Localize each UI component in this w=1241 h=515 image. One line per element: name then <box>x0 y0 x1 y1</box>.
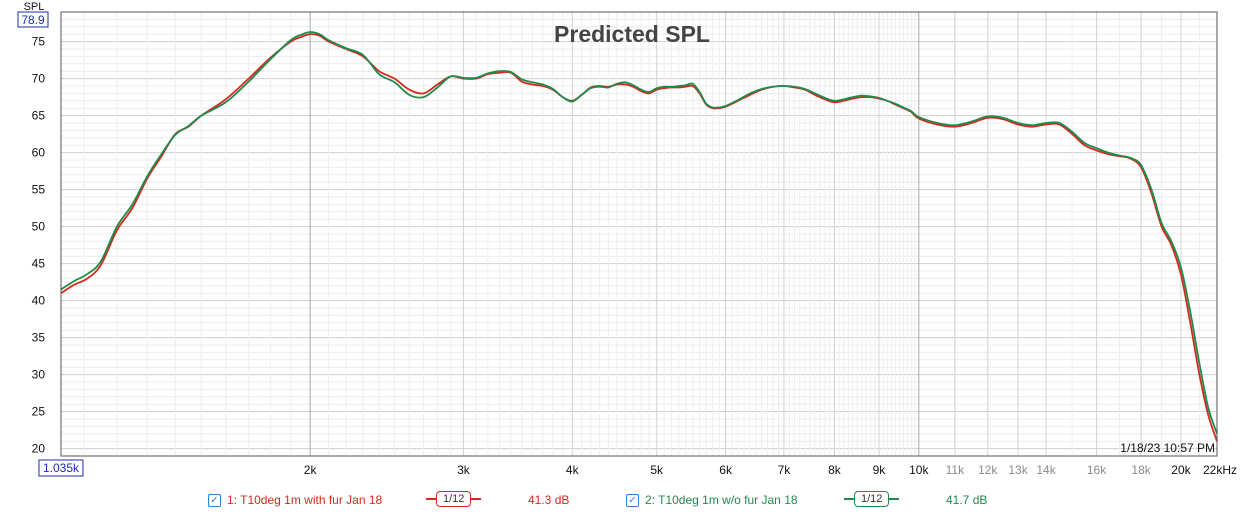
series-1-level: 41.3 dB <box>528 493 570 507</box>
x-tick-label: 22kHz <box>1203 463 1237 477</box>
timestamp: 1/18/23 10:57 PM <box>1120 441 1215 455</box>
y-top-marker-value: 78.9 <box>21 13 45 27</box>
x-tick-label: 12k <box>978 463 998 477</box>
y-tick-label: 75 <box>32 35 46 49</box>
y-tick-label: 45 <box>32 257 46 271</box>
x-tick-label: 5k <box>650 463 664 477</box>
x-left-marker[interactable]: 1.035k <box>38 459 84 477</box>
x-tick-label: 7k <box>778 463 792 477</box>
x-tick-label: 9k <box>873 463 887 477</box>
grid-layer <box>61 11 1218 457</box>
x-tick-label: 6k <box>719 463 733 477</box>
x-tick-label: 8k <box>828 463 842 477</box>
x-tick-label: 14k <box>1036 463 1056 477</box>
label-layer: 20 25 30 35 40 45 50 55 60 65 70 75 2k 3k 4k 5k 6k 7k 8k 9k… <box>32 35 1237 477</box>
series-line-2 <box>60 31 1218 435</box>
series-line-1 <box>60 33 1218 442</box>
series-2-name: 2: T10deg 1m w/o fur Jan 18 <box>645 493 798 507</box>
y-tick-label: 30 <box>32 368 46 382</box>
x-tick-label: 20k <box>1171 463 1191 477</box>
series-1-name: 1: T10deg 1m with fur Jan 18 <box>227 493 383 507</box>
y-tick-label: 35 <box>32 331 46 345</box>
x-tick-label: 3k <box>457 463 471 477</box>
y-top-marker[interactable]: 78.9 <box>17 11 49 28</box>
x-tick-label: 10k <box>909 463 929 477</box>
series-1-checkbox[interactable]: ✓ <box>208 493 221 507</box>
plot-frame <box>60 11 1218 457</box>
chart-title: Predicted SPL <box>554 21 710 47</box>
legend-item-series-1: ✓ 1: T10deg 1m with fur Jan 18 <box>208 489 382 511</box>
y-tick-label: 60 <box>32 146 46 160</box>
series-layer <box>60 31 1218 442</box>
y-axis-label: SPL <box>24 1 45 13</box>
series-2-checkbox[interactable]: ✓ <box>626 493 639 507</box>
x-tick-label: 18k <box>1131 463 1151 477</box>
y-tick-label: 40 <box>32 294 46 308</box>
series-2-level: 41.7 dB <box>946 493 988 507</box>
x-tick-label: 4k <box>566 463 580 477</box>
y-tick-label: 20 <box>32 442 46 456</box>
x-tick-label: 11k <box>946 463 965 477</box>
y-tick-label: 70 <box>32 72 46 86</box>
series-2-smoothing-badge[interactable]: 1/12 <box>844 491 900 507</box>
series-1-smoothing-badge[interactable]: 1/12 <box>426 491 482 507</box>
series-2-smoothing: 1/12 <box>854 491 890 507</box>
x-left-marker-value: 1.035k <box>43 461 80 475</box>
x-tick-label: 13k <box>1008 463 1028 477</box>
series-1-smoothing: 1/12 <box>436 491 472 507</box>
y-tick-label: 25 <box>32 405 46 419</box>
legend: ✓ 1: T10deg 1m with fur Jan 18 1/12 41.3… <box>0 489 1241 511</box>
y-tick-label: 65 <box>32 109 46 123</box>
legend-item-series-2: ✓ 2: T10deg 1m w/o fur Jan 18 <box>626 489 798 511</box>
y-tick-label: 50 <box>32 220 46 234</box>
x-tick-label: 16k <box>1087 463 1107 477</box>
x-tick-label: 2k <box>304 463 318 477</box>
y-tick-label: 55 <box>32 183 46 197</box>
